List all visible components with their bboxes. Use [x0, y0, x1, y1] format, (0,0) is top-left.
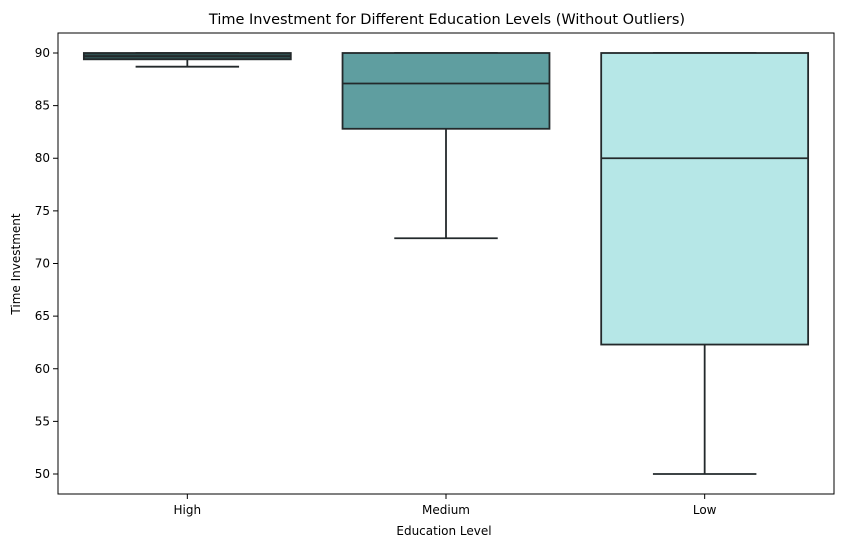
y-tick-label: 50 [35, 467, 50, 481]
y-tick-label: 60 [35, 362, 50, 376]
chart-title: Time Investment for Different Education … [208, 12, 685, 28]
y-tick-label: 75 [35, 204, 50, 218]
iqr-box [600, 52, 810, 346]
x-tick-label: Medium [422, 503, 470, 517]
x-axis-label: Education Level [396, 524, 491, 538]
boxes-group [82, 52, 810, 475]
box-low [600, 52, 810, 475]
y-axis-label: Time Investment [9, 213, 23, 315]
x-tick-label: Low [693, 503, 717, 517]
y-tick-label: 90 [35, 46, 50, 60]
x-axis: High Medium Low [174, 494, 717, 517]
y-tick-label: 80 [35, 151, 50, 165]
iqr-box [341, 52, 551, 130]
x-tick-label: High [174, 503, 202, 517]
y-tick-label: 55 [35, 414, 50, 428]
y-tick-label: 85 [35, 99, 50, 113]
box-medium [341, 52, 551, 240]
box-high [82, 52, 292, 68]
y-tick-label: 70 [35, 257, 50, 271]
y-axis: 50 55 60 65 70 75 80 85 90 [35, 46, 58, 481]
y-tick-label: 65 [35, 309, 50, 323]
